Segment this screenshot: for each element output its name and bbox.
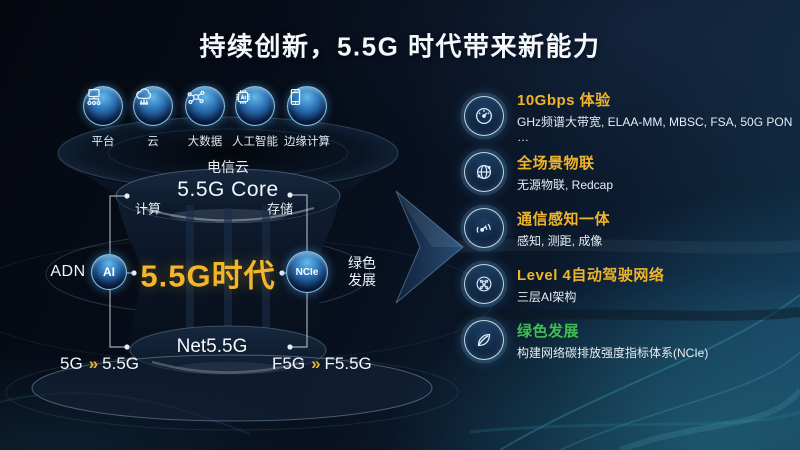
platform-label: 云 [147, 136, 159, 148]
ncie-badge: NCIe [286, 251, 328, 293]
evolution-left: 5G » 5.5G [60, 354, 139, 374]
capability-item: 全场景物联 无源物联, Redcap [464, 152, 796, 192]
transition-arrow-icon [395, 190, 464, 304]
autonomous-network-icon [464, 264, 504, 304]
platform-label: 边缘计算 [284, 136, 330, 148]
platform-item: 平台 [83, 86, 123, 149]
capability-title: 绿色发展 [517, 322, 580, 340]
evo-from-label: F5G [272, 354, 306, 373]
platform-item: 边缘计算 [284, 86, 330, 149]
capability-title: 全场景物联 [517, 154, 595, 172]
capability-item: 通信感知一体 感知, 测距, 成像 [464, 208, 796, 248]
sensing-radar-icon [464, 208, 504, 248]
big-data-icon [185, 86, 225, 126]
capability-subtitle: 无源物联, Redcap [517, 177, 614, 192]
capability-item: 10Gbps 体验 GHz频谱大带宽, ELAA-MM, MBSC, FSA, … [464, 92, 796, 144]
gold-chevron-icon: » [88, 354, 99, 373]
gauge-icon [464, 96, 504, 136]
ncie-badge-label: NCIe [295, 266, 319, 278]
capability-title: 10Gbps 体验 [517, 91, 611, 109]
platform-icon [83, 86, 123, 126]
capability-subtitle: 感知, 测距, 成像 [517, 233, 603, 248]
capability-title: 通信感知一体 [517, 210, 611, 228]
capability-item: 绿色发展 构建网络碳排放强度指标体系(NCIe) [464, 320, 796, 360]
green-development-label: 绿色 发展 [348, 255, 376, 288]
net-label: Net5.5G [176, 336, 248, 357]
storage-label: 存储 [266, 201, 294, 217]
evo-to-label: F5.5G [324, 354, 372, 373]
platform-item: 云 [133, 86, 173, 149]
gold-chevron-icon: » [311, 354, 321, 373]
iot-globe-icon [464, 152, 504, 192]
adn-label: ADN [50, 263, 86, 280]
capability-item: Level 4自动驾驶网络 三层AI架构 [464, 264, 796, 304]
ai-badge: AI [91, 254, 127, 290]
platform-label: 人工智能 [232, 136, 278, 148]
edge-computing-icon [287, 86, 327, 126]
capability-subtitle: GHz频谱大带宽, ELAA-MM, MBSC, FSA, 50G PON … [517, 114, 793, 144]
capability-panel: 10Gbps 体验 GHz频谱大带宽, ELAA-MM, MBSC, FSA, … [464, 92, 796, 377]
capability-title: Level 4自动驾驶网络 [517, 266, 665, 284]
evo-to-label: 5.5G [102, 354, 140, 373]
platform-label: 大数据 [187, 136, 223, 148]
era-title: 5.5G时代 [140, 258, 276, 294]
platform-label: 平台 [91, 136, 115, 148]
evolution-right: F5G » F5.5G [272, 354, 372, 374]
ai-badge-label: AI [103, 265, 115, 279]
platform-item: 大数据 [185, 86, 225, 149]
page-title: 持续创新，5.5G 时代带来新能力 [199, 31, 601, 62]
capability-subtitle: 三层AI架构 [517, 289, 577, 304]
capability-subtitle: 构建网络碳排放强度指标体系(NCIe) [517, 345, 709, 360]
leaf-icon [464, 320, 504, 360]
core-label: 5.5G Core [177, 178, 279, 201]
telecom-cloud-label: 电信云 [207, 159, 249, 175]
platform-item: 人工智能 [232, 86, 278, 149]
evo-from-label: 5G [60, 354, 83, 373]
compute-label: 计算 [134, 201, 162, 217]
cloud-icon [133, 86, 173, 126]
ai-chip-icon [235, 86, 275, 126]
